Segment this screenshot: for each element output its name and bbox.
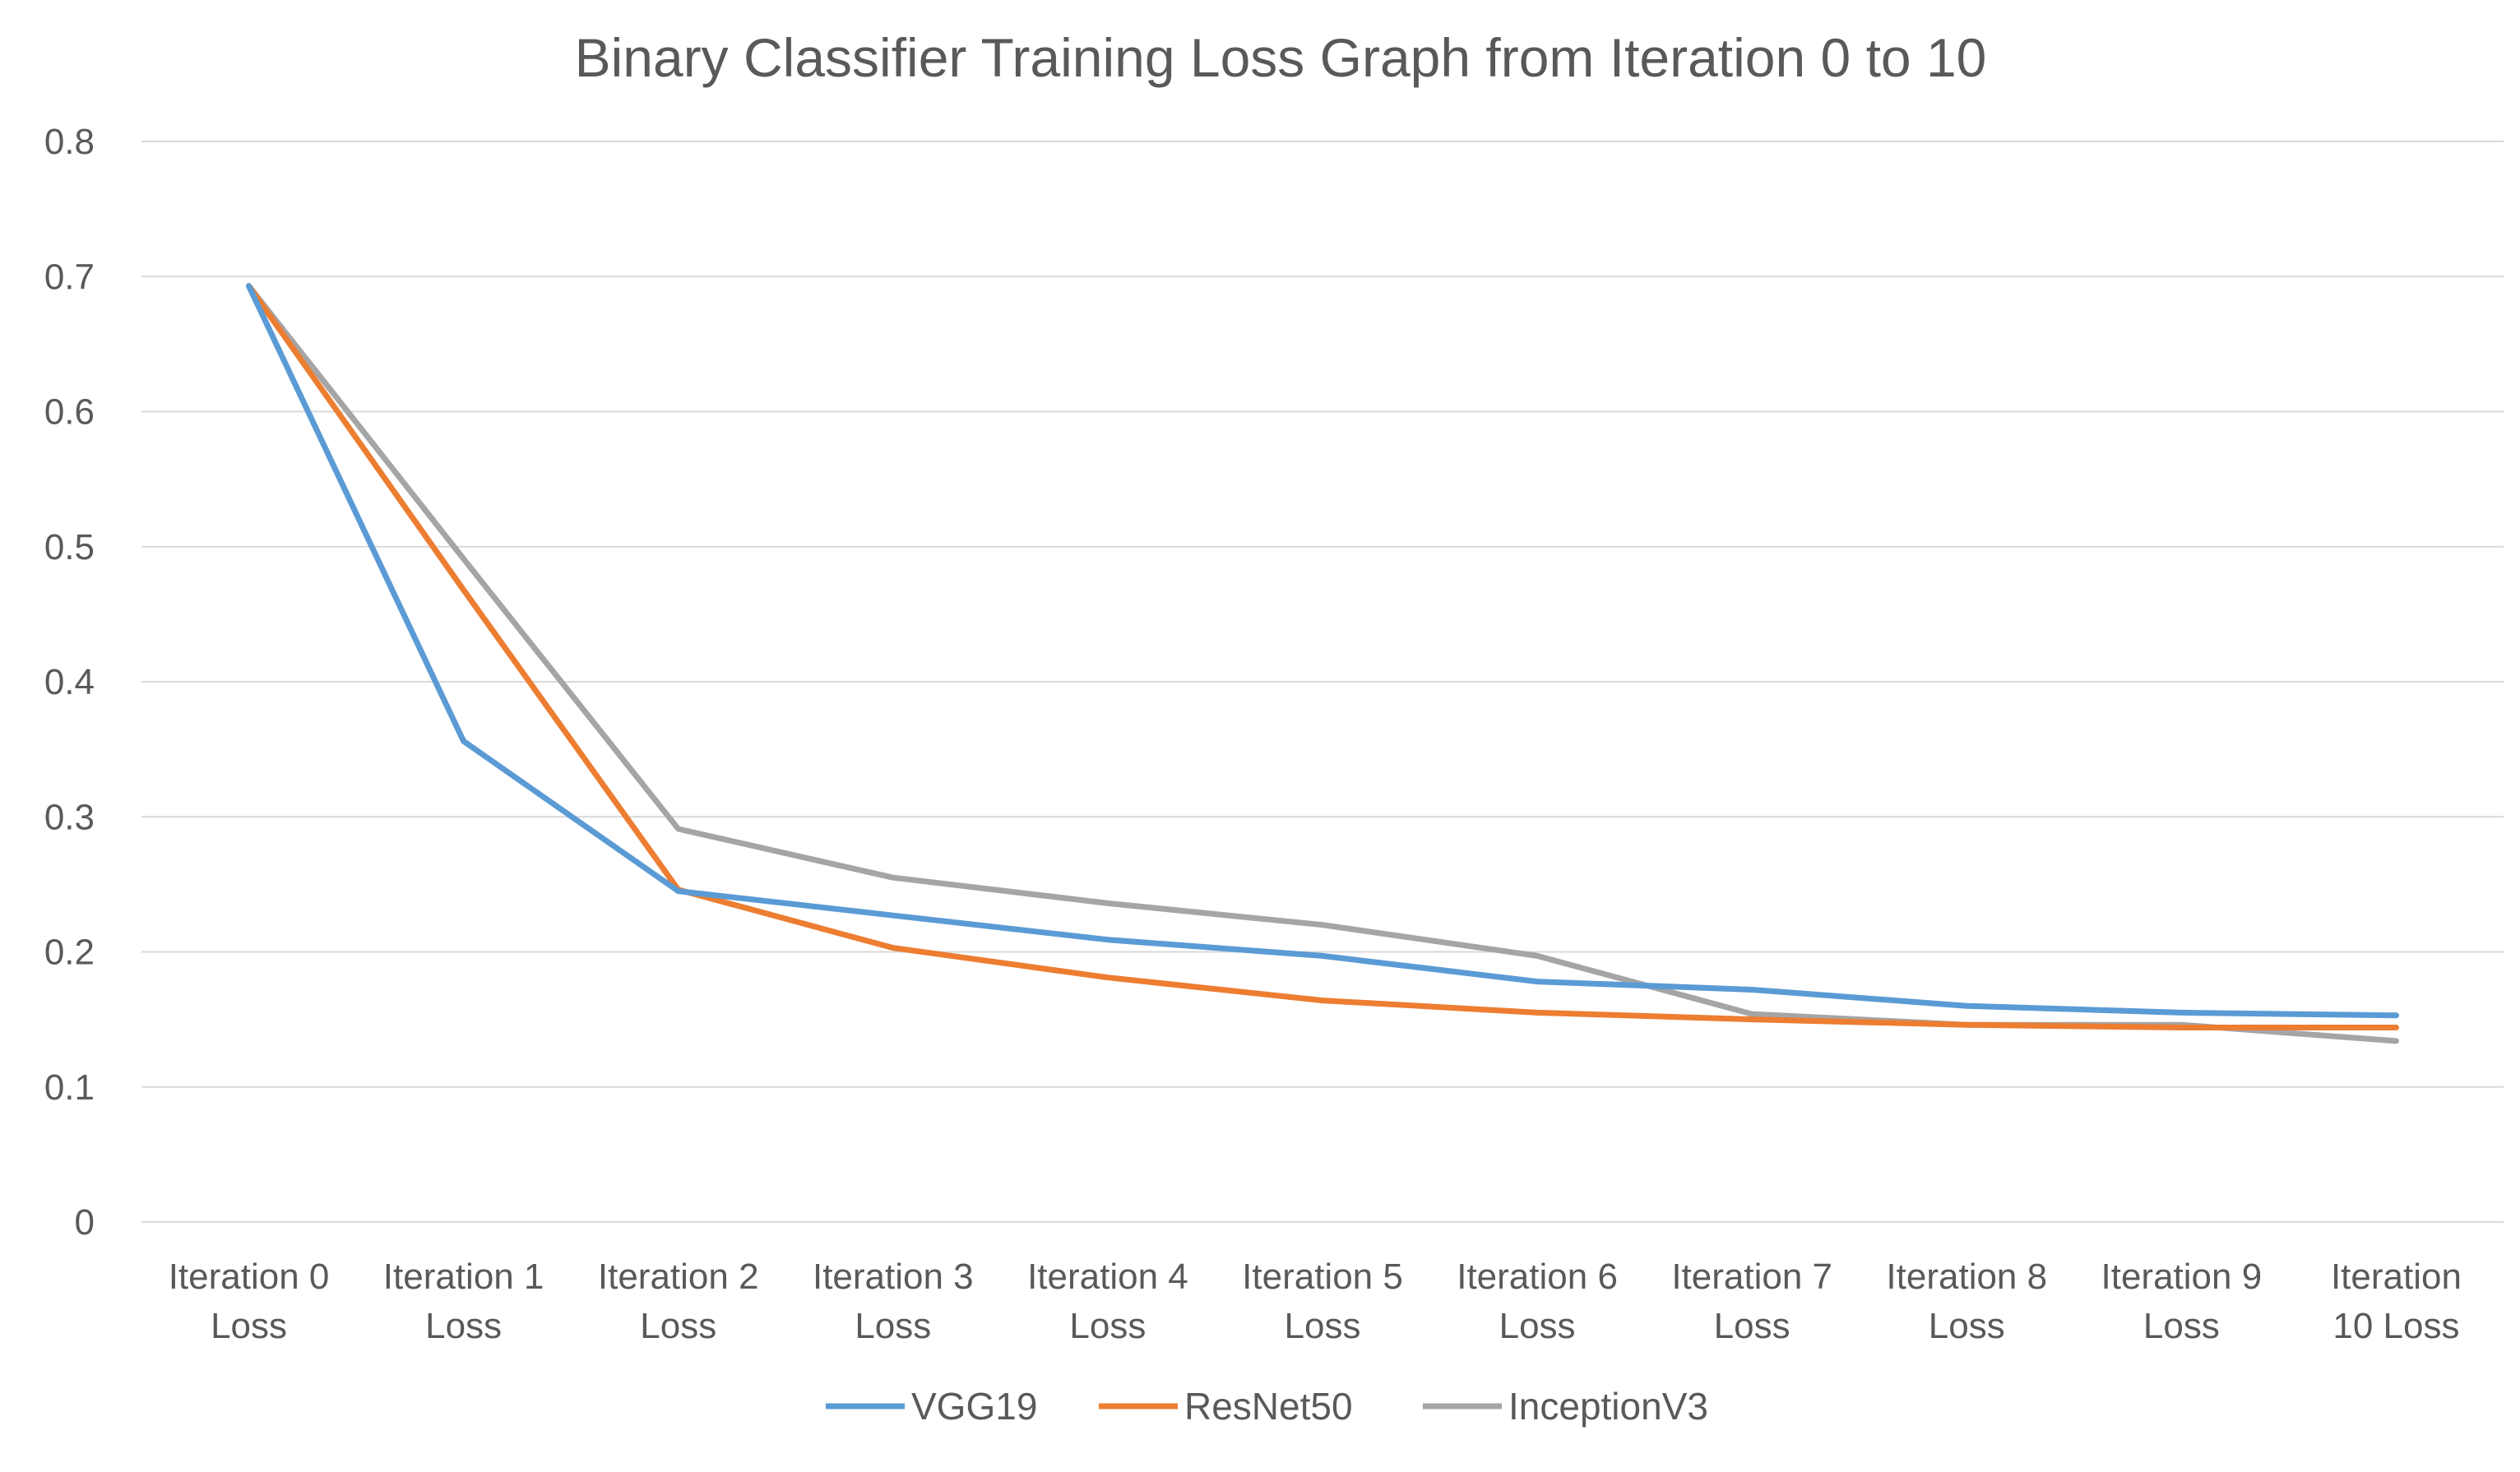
- x-tick-label-line: Iteration 4: [1027, 1257, 1188, 1297]
- x-tick-label-line: 10 Loss: [2332, 1306, 2459, 1346]
- x-tick-label-line: Loss: [1929, 1306, 2005, 1346]
- x-tick-label-line: Loss: [2143, 1306, 2220, 1346]
- x-tick-label: Iteration 6 Loss: [1457, 1257, 1618, 1346]
- series-lines: [246, 283, 2399, 1044]
- y-tick-label: 0.4: [44, 662, 95, 702]
- x-tick-label: Iteration 2 Loss: [598, 1257, 759, 1346]
- y-tick-label: 0.1: [44, 1067, 95, 1108]
- series-line-resnet50: [246, 283, 2399, 1030]
- x-tick-label: Iteration 9 Loss: [2101, 1257, 2263, 1346]
- legend-entry-inceptionv3: InceptionV3: [1423, 1385, 1708, 1428]
- y-tick-label: 0.3: [44, 797, 95, 837]
- x-tick-label-line: Iteration 9: [2101, 1257, 2263, 1297]
- legend-label: VGG19: [911, 1385, 1037, 1428]
- x-tick-label-line: Iteration 6: [1457, 1257, 1618, 1297]
- x-tick-label-line: Loss: [1714, 1306, 1790, 1346]
- x-tick-label: Iteration 3 Loss: [813, 1257, 974, 1346]
- x-tick-label-line: Loss: [1499, 1306, 1576, 1346]
- y-tick-label: 0.6: [44, 392, 95, 433]
- x-tick-label: Iteration 4 Loss: [1027, 1257, 1188, 1346]
- y-axis-tick-labels: 0 0.1 0.2 0.3 0.4 0.5 0.6 0.7 0.8: [44, 122, 95, 1243]
- x-tick-label-line: Loss: [1069, 1306, 1146, 1346]
- x-tick-label-line: Iteration 3: [813, 1257, 974, 1297]
- x-tick-label-line: Iteration 7: [1671, 1257, 1832, 1297]
- x-tick-label-line: Iteration 2: [598, 1257, 759, 1297]
- y-tick-label: 0.8: [44, 122, 95, 162]
- legend: VGG19 ResNet50 InceptionV3: [826, 1385, 1708, 1428]
- x-tick-label: Iteration 5 Loss: [1242, 1257, 1403, 1346]
- x-tick-label: Iteration 0 Loss: [169, 1257, 330, 1346]
- x-tick-label: Iteration 8 Loss: [1886, 1257, 2047, 1346]
- legend-entry-resnet50: ResNet50: [1099, 1385, 1353, 1428]
- y-tick-label: 0: [75, 1202, 95, 1243]
- legend-label: InceptionV3: [1508, 1385, 1708, 1428]
- x-tick-label-line: Iteration 5: [1242, 1257, 1403, 1297]
- x-tick-label-line: Loss: [211, 1306, 287, 1346]
- x-tick-label-line: Loss: [640, 1306, 716, 1346]
- x-tick-label: Iteration 1 Loss: [383, 1257, 544, 1346]
- legend-label: ResNet50: [1184, 1385, 1353, 1428]
- y-tick-label: 0.2: [44, 933, 95, 973]
- series-line-inceptionv3: [246, 283, 2399, 1044]
- x-tick-label-line: Iteration: [2331, 1257, 2462, 1297]
- chart-title: Binary Classifier Training Loss Graph fr…: [575, 27, 1987, 88]
- x-tick-label-line: Loss: [1285, 1306, 1361, 1346]
- x-tick-label-line: Loss: [855, 1306, 931, 1346]
- gridlines: [141, 141, 2504, 1223]
- legend-entry-vgg19: VGG19: [826, 1385, 1037, 1428]
- x-tick-label-line: Iteration 1: [383, 1257, 544, 1297]
- y-tick-label: 0.7: [44, 257, 95, 297]
- x-tick-label: Iteration 7 Loss: [1671, 1257, 1832, 1346]
- x-tick-label-line: Loss: [425, 1306, 502, 1346]
- y-tick-label: 0.5: [44, 527, 95, 567]
- x-tick-label-line: Iteration 8: [1886, 1257, 2047, 1297]
- x-tick-label-line: Iteration 0: [169, 1257, 330, 1297]
- series-line-vgg19: [246, 283, 2399, 1019]
- x-tick-label: Iteration 10 Loss: [2331, 1257, 2462, 1346]
